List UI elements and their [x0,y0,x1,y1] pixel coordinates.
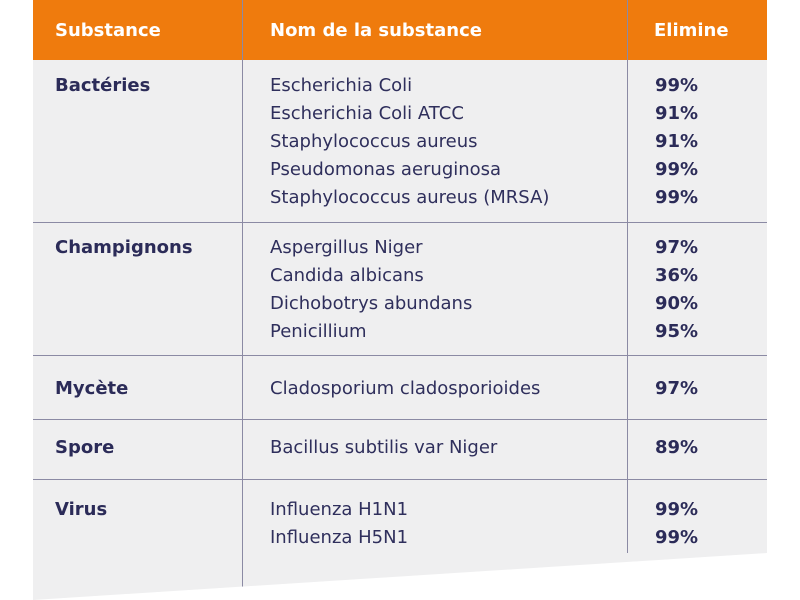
elimination-value: 91% [655,103,699,124]
elimination-value: 99% [655,187,699,208]
substance-name: Bacillus subtilis var Niger [270,437,498,458]
elimination-values: 99% 91% 91% 99% 99% [655,72,698,212]
elimination-value: 90% [655,293,699,314]
row-divider [33,355,767,356]
category-label: Bactéries [55,75,151,96]
table-header: Substance Nom de la substance Elimine [33,0,767,60]
substance-names: Influenza H1N1 Influenza H5N1 [270,496,408,552]
column-divider-right [627,0,628,553]
substance-names: Cladosporium cladosporioides [270,375,540,403]
substance-name: Influenza H1N1 [270,499,409,520]
substance-name: Dichobotrys abundans [270,293,473,314]
substance-names: Bacillus subtilis var Niger [270,434,497,462]
elimination-values: 97% 36% 90% 95% [655,234,698,346]
column-divider-left [242,0,243,587]
substance-name: Escherichia Coli [270,75,413,96]
substance-name: Candida albicans [270,265,424,286]
elimination-value: 99% [655,499,699,520]
row-divider [33,479,767,480]
elimination-value: 91% [655,131,699,152]
header-substance-name: Nom de la substance [270,20,482,41]
row-divider [33,419,767,420]
category-label: Spore [55,437,115,458]
category-label: Virus [55,499,108,520]
category-label: Champignons [55,237,193,258]
substance-name: Staphylococcus aureus [270,131,478,152]
elimination-value: 89% [655,437,699,458]
elimination-values: 99% 99% [655,496,698,552]
substance-name: Influenza H5N1 [270,527,409,548]
elimination-value: 95% [655,321,699,342]
substance-name: Escherichia Coli ATCC [270,103,464,124]
elimination-values: 89% [655,434,698,462]
substance-name: Staphylococcus aureus (MRSA) [270,187,550,208]
header-substance: Substance [55,20,161,41]
elimination-value: 36% [655,265,699,286]
elimination-table: Substance Nom de la substance Elimine Ba… [33,0,767,600]
substance-name: Penicillium [270,321,367,342]
elimination-value: 97% [655,378,699,399]
substance-name: Cladosporium cladosporioides [270,378,541,399]
elimination-value: 99% [655,527,699,548]
elimination-value: 99% [655,75,699,96]
row-divider [33,222,767,223]
elimination-value: 99% [655,159,699,180]
header-elimine: Elimine [654,20,729,41]
substance-name: Aspergillus Niger [270,237,423,258]
elimination-values: 97% [655,375,698,403]
substance-name: Pseudomonas aeruginosa [270,159,502,180]
substance-names: Escherichia Coli Escherichia Coli ATCC S… [270,72,549,212]
substance-names: Aspergillus Niger Candida albicans Dicho… [270,234,472,346]
category-label: Mycète [55,378,129,399]
elimination-value: 97% [655,237,699,258]
